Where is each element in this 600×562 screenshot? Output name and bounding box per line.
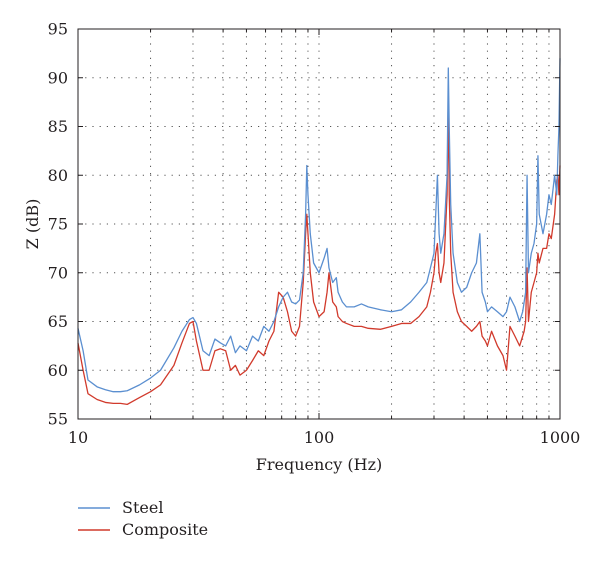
y-tick-label: 90 [48,68,68,87]
ticks: 55 60 65 70 75 80 85 90 95 10 100 1000 [48,20,581,448]
y-tick-label: 55 [48,410,68,429]
x-axis-label: Frequency (Hz) [256,455,383,474]
y-axis-label: Z (dB) [23,199,42,250]
legend: Steel Composite [78,498,208,539]
y-tick-label: 60 [48,361,68,380]
series-line-composite [77,96,561,406]
y-tick-label: 65 [48,312,68,331]
y-tick-label: 85 [48,117,68,136]
series-layer [77,58,561,406]
y-tick-label: 80 [48,166,68,185]
y-tick-label: 70 [48,263,68,282]
series-line-steel [77,58,561,393]
x-tick-label: 1000 [540,428,581,447]
y-tick-label: 75 [48,215,68,234]
x-tick-label: 10 [68,428,88,447]
x-tick-label: 100 [304,428,335,447]
y-tick-label: 95 [48,20,68,39]
grid [78,29,560,419]
legend-label-steel: Steel [122,498,163,517]
legend-label-composite: Composite [122,520,208,539]
